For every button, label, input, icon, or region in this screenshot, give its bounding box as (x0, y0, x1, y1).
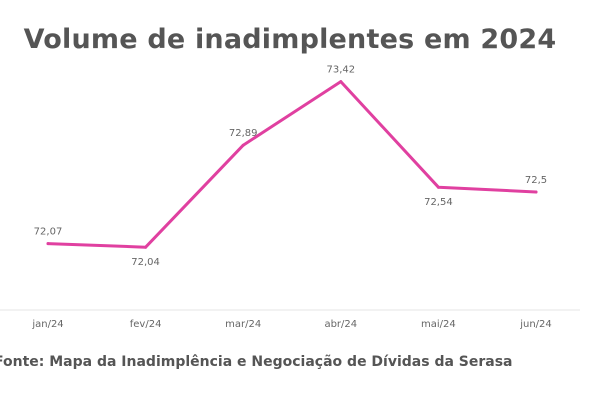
data-label: 72,54 (424, 197, 453, 208)
x-tick-label: mar/24 (225, 319, 261, 330)
data-label: 72,89 (229, 128, 258, 139)
x-tick-label: abr/24 (324, 319, 357, 330)
data-label: 72,07 (34, 227, 63, 238)
data-point (241, 143, 245, 147)
data-label: 73,42 (326, 65, 355, 76)
data-label: 72,04 (131, 257, 160, 268)
x-tick-label: jun/24 (519, 319, 552, 330)
data-point (436, 185, 440, 189)
data-point (339, 80, 343, 84)
x-tick-label: jan/24 (31, 319, 63, 330)
x-tick-label: fev/24 (130, 319, 162, 330)
source-note: Fonte: Mapa da Inadimplência e Negociaçã… (0, 354, 513, 370)
chart-title: Volume de inadimplentes em 2024 (23, 24, 557, 55)
data-point (46, 242, 50, 246)
x-tick-label: mai/24 (421, 319, 456, 330)
series-line (46, 80, 538, 249)
data-point (534, 190, 538, 194)
data-point (144, 245, 148, 249)
data-label: 72,5 (525, 175, 547, 186)
